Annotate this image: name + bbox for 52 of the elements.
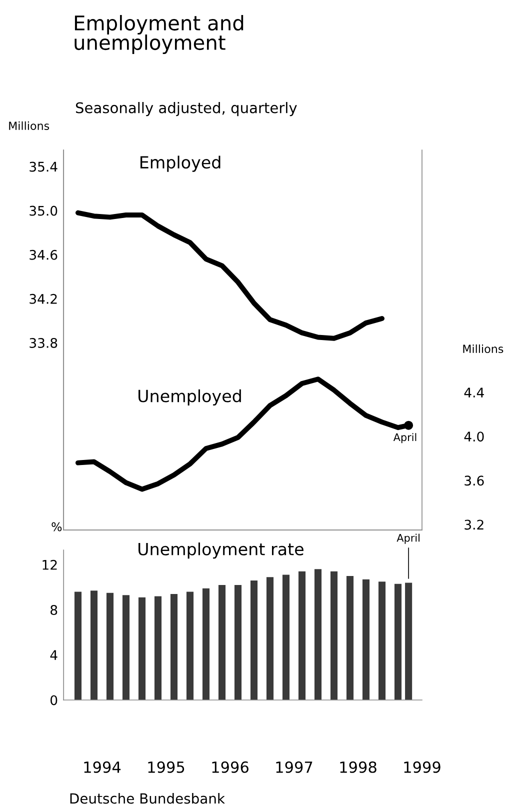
y-tick-label: 34.2 <box>30 294 57 304</box>
y2-tick-label: 3.6 <box>464 476 484 486</box>
y-tick-label: 0 <box>50 695 58 706</box>
y-tick-label: 35.0 <box>30 206 58 216</box>
y-axis-title: Millions <box>9 121 50 130</box>
bar <box>202 588 210 700</box>
series-label: Unemployment rate <box>138 542 304 559</box>
bar <box>405 582 412 700</box>
x-tick-label: 1995 <box>148 761 184 773</box>
chart-title: Employment and unemployment <box>74 15 244 54</box>
bar <box>298 571 306 700</box>
y-axis-title: % <box>52 522 62 532</box>
annotation: April <box>393 433 416 444</box>
y-tick-label: 33.8 <box>30 338 58 348</box>
chart-subtitle: Seasonally adjusted, quarterly <box>76 102 297 116</box>
bar <box>346 576 354 700</box>
bar <box>234 584 242 700</box>
x-tick-label: 1996 <box>212 761 248 773</box>
y2-tick-label: 4.0 <box>464 432 484 442</box>
bar <box>186 592 194 700</box>
x-tick-label: 1997 <box>276 761 312 773</box>
bar <box>250 580 258 700</box>
bar <box>330 571 338 700</box>
y-tick-label: 12 <box>42 560 57 570</box>
bar <box>266 577 274 700</box>
bar <box>378 582 386 700</box>
y2-tick-label: 3.2 <box>464 520 484 530</box>
bar <box>74 592 82 700</box>
x-tick-label: 1999 <box>404 761 440 773</box>
text: Deutsche Bundesbank <box>70 793 225 804</box>
x-tick-label: 1994 <box>84 761 121 773</box>
y-tick-label: 34.6 <box>30 250 58 260</box>
bar <box>282 574 290 700</box>
text: Employed <box>140 156 220 172</box>
bar <box>218 584 226 700</box>
y-tick-label: 35.4 <box>30 162 58 172</box>
x-tick-label: 1998 <box>340 761 376 773</box>
y2-axis-title: Millions <box>463 344 504 354</box>
series-label: Unemployed <box>138 389 241 406</box>
bar <box>154 596 162 700</box>
bar <box>90 590 98 700</box>
annotation: April <box>396 534 420 544</box>
bar <box>362 579 370 700</box>
bar <box>106 592 114 700</box>
bar <box>122 595 130 700</box>
bar <box>138 597 146 700</box>
bar <box>394 584 402 700</box>
y-tick-label: 4 <box>50 650 58 660</box>
bar <box>314 569 322 700</box>
y2-tick-label: 4.4 <box>464 388 484 398</box>
y-tick-label: 8 <box>50 604 58 615</box>
bar <box>170 594 178 700</box>
